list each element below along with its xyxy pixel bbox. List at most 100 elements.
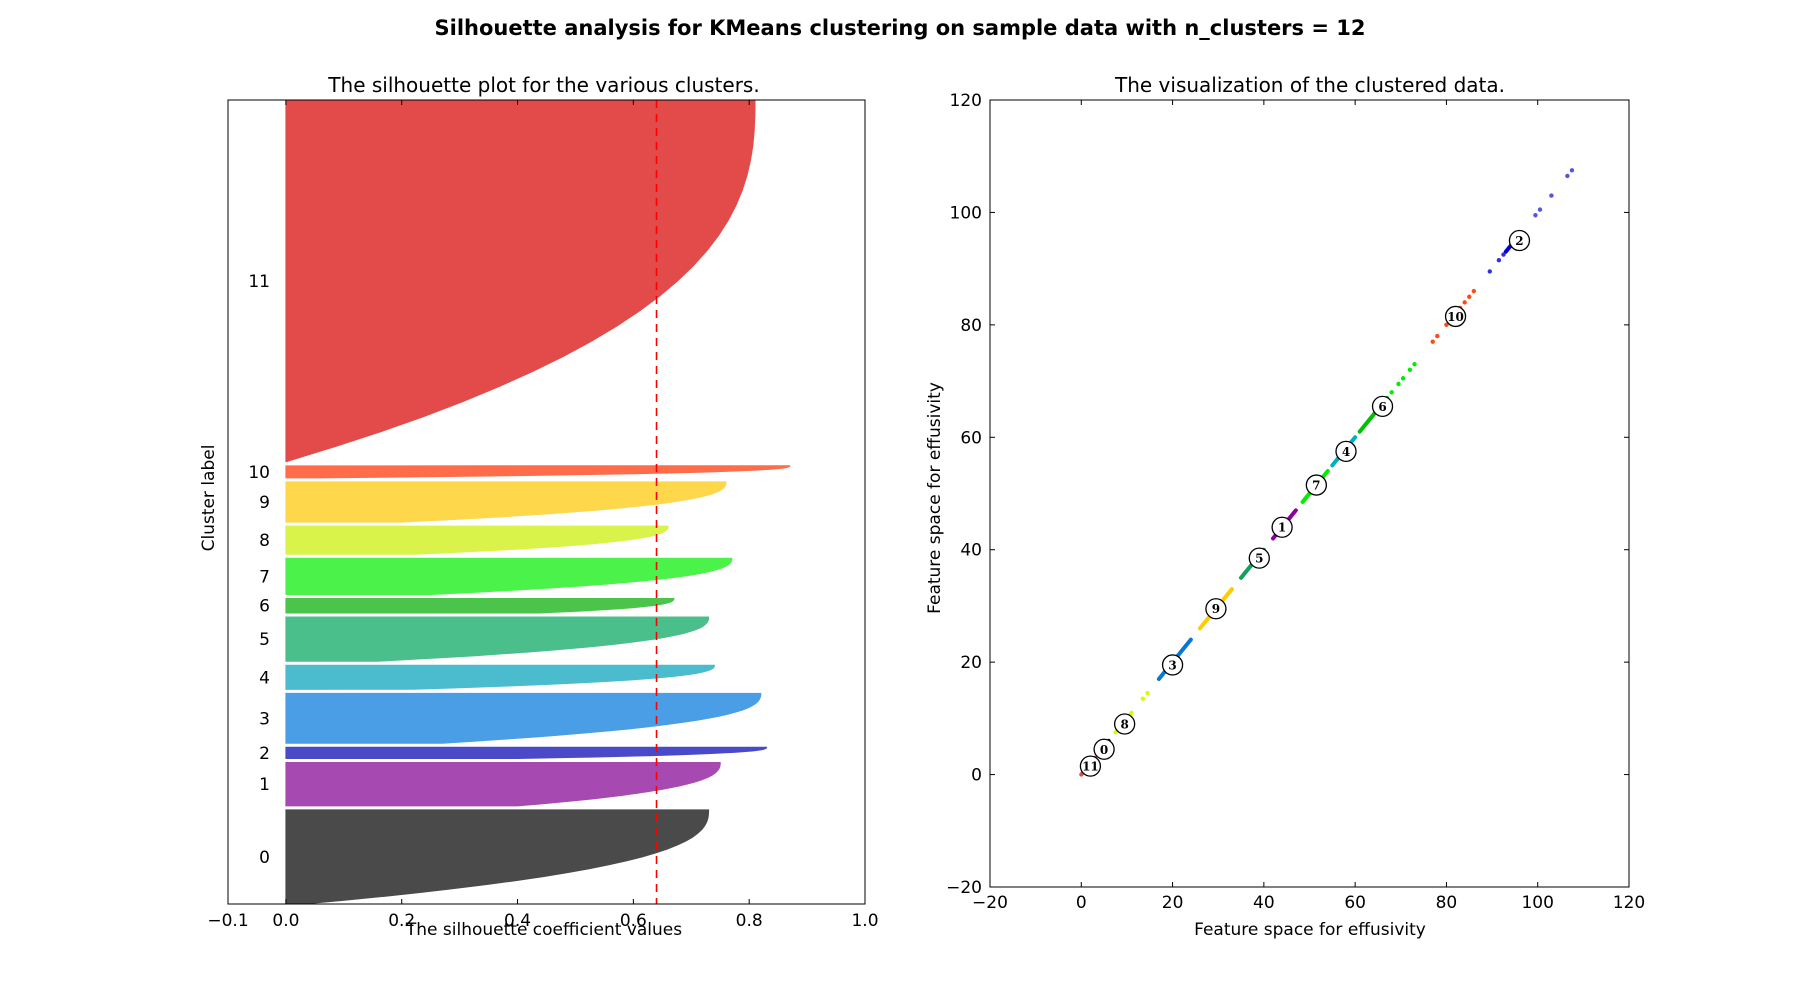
silhouette-x-tick-label: 0.0 [272,911,299,931]
data-point [1471,288,1477,294]
silhouette-plot-area: 0 1 2 3 4 5 6 7 8 9 10 11 −0.1 0.0 0.2 0.4 0.6 0.8 1.0 [207,99,879,931]
cluster-center-5 [1248,547,1270,569]
silhouette-y-axis-label: Cluster label [199,445,219,552]
cluster-center-label-9: 9 [1212,602,1220,616]
cluster-label-6: 6 [259,597,270,617]
cluster-label-5: 5 [259,630,270,650]
scatter-y-tick-label: 120 [950,91,982,111]
cluster-center-label-1: 1 [1278,521,1286,535]
scatter-y-tick-label: 20 [960,653,982,673]
silhouette-band-1 [285,761,721,807]
silhouette-band-8 [285,525,669,555]
silhouette-x-tick-label: 0.2 [388,911,415,931]
cluster-center-6 [1371,395,1394,418]
data-point [1412,362,1417,367]
silhouette-x-tick-label: 0.6 [620,911,647,931]
silhouette-band-0 [285,809,710,905]
silhouette-band-3 [285,692,762,744]
scatter-axes-frame [989,99,1630,888]
scatter-x-axis-label: Feature space for effusivity [1194,920,1426,940]
silhouette-band-4 [285,664,715,690]
cluster-label-10: 10 [248,463,270,483]
scatter-x-tick-label: 100 [1521,893,1553,913]
data-point [1444,322,1449,328]
scatter-y-tick-label: 80 [960,316,982,336]
data-point [1435,333,1440,339]
cluster-label-2: 2 [259,744,270,764]
data-point [1430,339,1435,344]
data-point [1462,300,1467,305]
data-point [1145,690,1150,696]
scatter-y-tick-label: 40 [960,541,982,561]
scatter-x-tick-label: 80 [1436,893,1458,913]
silhouette-band-6 [285,597,675,614]
data-point [1487,269,1492,274]
cluster-center-2 [1508,229,1531,252]
cluster-center-7 [1305,474,1327,496]
cluster-center-label-0: 0 [1100,743,1108,757]
silhouette-x-tick-label: 0.4 [504,911,531,931]
silhouette-band-2 [285,746,768,760]
data-point [1400,376,1406,381]
scatter-y-tick-label: 60 [960,428,982,448]
cluster-center-0 [1093,738,1115,760]
silhouette-band-9 [285,481,727,523]
cluster-label-1: 1 [259,775,270,795]
silhouette-x-tick-label: 1.0 [851,911,878,931]
data-point [1569,168,1575,173]
silhouette-plot-title: The silhouette plot for the various clus… [327,73,759,97]
data-point [1407,367,1413,373]
cluster-center-10 [1444,305,1467,328]
cluster-center-label-11: 11 [1082,760,1099,774]
data-point [1389,390,1394,395]
data-point [1533,213,1538,218]
cluster-label-3: 3 [259,709,270,729]
silhouette-x-axis-label: The silhouette coefficient values [405,920,682,940]
data-point [1140,696,1146,701]
scatter-x-tick-label: 40 [1253,893,1275,913]
data-point [1496,258,1502,263]
cluster-label-11: 11 [248,272,270,292]
cluster-scatter-panel: The visualization of the clustered data.… [925,73,1645,940]
scatter-x-tick-label: 120 [1613,893,1645,913]
data-point [1467,294,1472,299]
silhouette-band-10 [285,465,791,479]
cluster-center-label-10: 10 [1447,310,1464,324]
figure-title: Silhouette analysis for KMeans clusterin… [435,16,1366,40]
scatter-y-tick-label: 100 [950,203,982,223]
cluster-center-label-7: 7 [1312,479,1320,493]
cluster-label-9: 9 [259,493,270,513]
cluster-center-4 [1335,440,1357,462]
data-point [1537,207,1543,212]
cluster-label-7: 7 [259,567,270,587]
cluster-center-1 [1271,516,1293,538]
silhouette-band-5 [285,616,710,662]
cluster-center-label-5: 5 [1255,552,1263,566]
cluster-label-8: 8 [259,531,270,551]
cluster-label-4: 4 [259,668,270,688]
data-point [1549,193,1554,198]
silhouette-plot-panel: The silhouette plot for the various clus… [199,73,879,940]
scatter-y-tick-label: 0 [971,766,982,786]
silhouette-band-7 [285,557,733,596]
scatter-y-tick-label: −20 [946,878,982,898]
scatter-x-tick-label: 60 [1344,893,1366,913]
cluster-center-label-4: 4 [1342,445,1350,459]
silhouette-band-11 [285,99,756,463]
cluster-center-9 [1205,598,1227,620]
scatter-x-tick-label: 0 [1076,893,1087,913]
data-point [1396,381,1401,387]
cluster-center-label-2: 2 [1515,234,1523,248]
cluster-center-8 [1113,713,1136,735]
cluster-label-0: 0 [259,848,270,868]
cluster-center-3 [1161,654,1184,676]
scatter-plot-area: −20−200020204040606080801001001201201108… [946,91,1645,913]
cluster-center-11 [1079,755,1102,777]
cluster-center-label-8: 8 [1120,717,1128,731]
scatter-x-tick-label: 20 [1162,893,1184,913]
data-point [1565,173,1570,179]
scatter-plot-title: The visualization of the clustered data. [1114,73,1505,97]
cluster-center-label-6: 6 [1378,400,1386,414]
cluster-center-label-3: 3 [1168,658,1176,672]
